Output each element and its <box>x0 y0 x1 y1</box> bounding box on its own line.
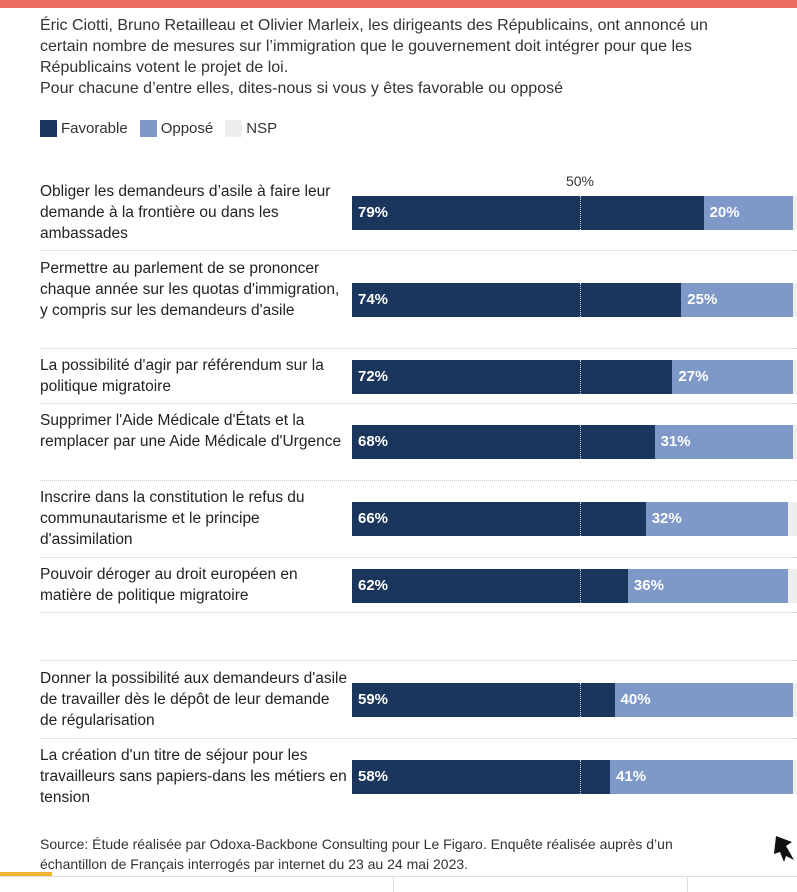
data-label-oppose: 40% <box>620 691 651 708</box>
stacked-bar: 62% 36% <box>352 569 797 603</box>
data-label-oppose: 31% <box>660 433 691 450</box>
row-separator <box>40 557 797 558</box>
data-label-oppose: 41% <box>616 768 647 785</box>
reference-50-line <box>579 425 581 459</box>
bar-segment-favorable <box>352 683 615 717</box>
bar-segment-oppose <box>614 683 793 717</box>
source-note: Source: Étude réalisée par Odoxa-Backbon… <box>40 834 750 874</box>
row-separator <box>40 660 797 661</box>
source-line: Source: Étude réalisée par Odoxa-Backbon… <box>40 836 673 852</box>
bar-segment-oppose <box>681 283 793 317</box>
category-label: La création d'un titre de séjour pour le… <box>40 747 347 806</box>
reference-50-line <box>579 360 581 394</box>
category-label: Inscrire dans la constitution le refus d… <box>40 489 305 548</box>
stacked-bar: 79% 20% <box>352 196 797 230</box>
stacked-bar: 74% 25% <box>352 283 797 317</box>
footer-tick <box>393 876 394 892</box>
reference-50-line <box>579 196 581 230</box>
data-label-oppose: 25% <box>687 291 718 308</box>
subtitle-line: Éric Ciotti, Bruno Retailleau et Olivier… <box>40 17 708 34</box>
row-separator <box>40 480 797 481</box>
chart-subtitle: Éric Ciotti, Bruno Retailleau et Olivier… <box>40 15 780 99</box>
legend-label-nsp: NSP <box>246 119 278 137</box>
bar-segment-oppose <box>627 569 789 603</box>
data-label-favorable: 62% <box>358 577 389 594</box>
row-separator <box>40 403 797 404</box>
legend-item-nsp: NSP <box>225 119 278 137</box>
stacked-bar: 59% 40% <box>352 683 797 717</box>
data-label-favorable: 59% <box>358 691 389 708</box>
bar-segment-favorable <box>352 569 628 603</box>
bar-segment-favorable <box>352 425 655 459</box>
stacked-bar: 66% 32% <box>352 502 797 536</box>
row-separator <box>40 612 797 613</box>
bar-segment-oppose <box>645 502 789 536</box>
legend-item-favorable: Favorable <box>40 119 128 137</box>
subtitle-line: Pour chacune d’entre elles, dites-nous s… <box>40 80 563 97</box>
reference-50-line <box>579 683 581 717</box>
reference-50-line <box>579 569 581 603</box>
chart-legend: Favorable Opposé NSP <box>40 118 289 138</box>
row-separator <box>40 250 797 251</box>
bar-segment-oppose <box>610 760 793 794</box>
category-label: Donner la possibilité aux demandeurs d'a… <box>40 670 348 729</box>
reference-50-line <box>579 283 581 317</box>
category-label: Supprimer l'Aide Médicale d'États et la … <box>40 412 342 450</box>
stacked-bar: 58% 41% <box>352 760 797 794</box>
category-label: Pouvoir déroger au droit européen en mat… <box>40 566 298 604</box>
data-label-favorable: 72% <box>358 368 389 385</box>
bar-segment-favorable <box>352 360 673 394</box>
legend-label-favorable: Favorable <box>61 119 128 137</box>
category-label: Permettre au parlement de se prononcer c… <box>40 260 340 319</box>
reference-50-line <box>579 502 581 536</box>
bar-segment-favorable <box>352 283 682 317</box>
legend-swatch-oppose <box>139 119 157 137</box>
footer-tick <box>687 876 688 892</box>
data-label-favorable: 58% <box>358 768 389 785</box>
reference-50-label: 50% <box>565 173 595 189</box>
reference-50-line <box>579 760 581 794</box>
data-label-favorable: 74% <box>358 291 389 308</box>
bar-segment-oppose <box>654 425 793 459</box>
bar-segment-oppose <box>703 196 793 230</box>
bar-segment-oppose <box>672 360 793 394</box>
stacked-bar: 72% 27% <box>352 360 797 394</box>
footer-divider <box>0 876 797 877</box>
legend-label-oppose: Opposé <box>160 119 214 137</box>
data-label-favorable: 66% <box>358 510 389 527</box>
bar-segment-favorable <box>352 760 611 794</box>
source-line: échantillon de Français interrogés par i… <box>40 856 469 872</box>
data-label-oppose: 27% <box>678 368 709 385</box>
row-separator <box>40 348 797 349</box>
data-label-favorable: 68% <box>358 433 389 450</box>
legend-swatch-nsp <box>225 119 243 137</box>
legend-swatch-favorable <box>40 119 57 137</box>
data-label-favorable: 79% <box>358 204 389 221</box>
category-label: Obliger les demandeurs d’asile à faire l… <box>40 183 331 242</box>
data-label-oppose: 36% <box>633 577 664 594</box>
top-banner <box>0 0 797 8</box>
publisher-logo-icon <box>774 836 794 862</box>
bar-segment-favorable <box>352 502 646 536</box>
bar-segment-favorable <box>352 196 704 230</box>
subtitle-line: certain nombre de mesures sur l’immigrat… <box>40 38 692 55</box>
subtitle-line: Républicains votent le projet de loi. <box>40 59 289 76</box>
legend-item-oppose: Opposé <box>139 119 214 137</box>
data-label-oppose: 32% <box>651 510 682 527</box>
row-separator <box>40 738 797 739</box>
stacked-bar: 68% 31% <box>352 425 797 459</box>
category-label: La possibilité d'agir par référendum sur… <box>40 357 324 395</box>
data-label-oppose: 20% <box>709 204 740 221</box>
bottom-accent-bar <box>0 872 52 876</box>
